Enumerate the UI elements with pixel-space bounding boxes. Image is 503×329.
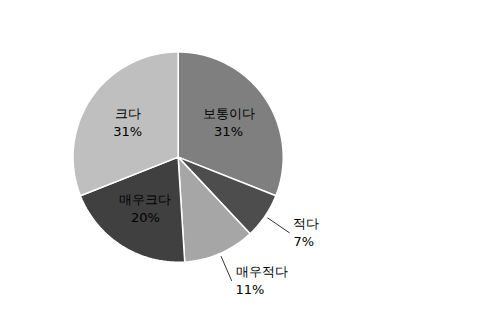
svg-text:적다: 적다 <box>293 216 319 231</box>
svg-text:크다: 크다 <box>115 106 141 121</box>
svg-text:7%: 7% <box>293 234 314 249</box>
svg-text:20%: 20% <box>131 210 160 225</box>
svg-text:매우적다: 매우적다 <box>236 264 288 279</box>
svg-text:31%: 31% <box>214 124 243 139</box>
svg-text:보통이다: 보통이다 <box>203 106 255 121</box>
svg-text:31%: 31% <box>113 124 142 139</box>
svg-text:매우크다: 매우크다 <box>119 192 171 207</box>
svg-text:11%: 11% <box>236 282 265 297</box>
